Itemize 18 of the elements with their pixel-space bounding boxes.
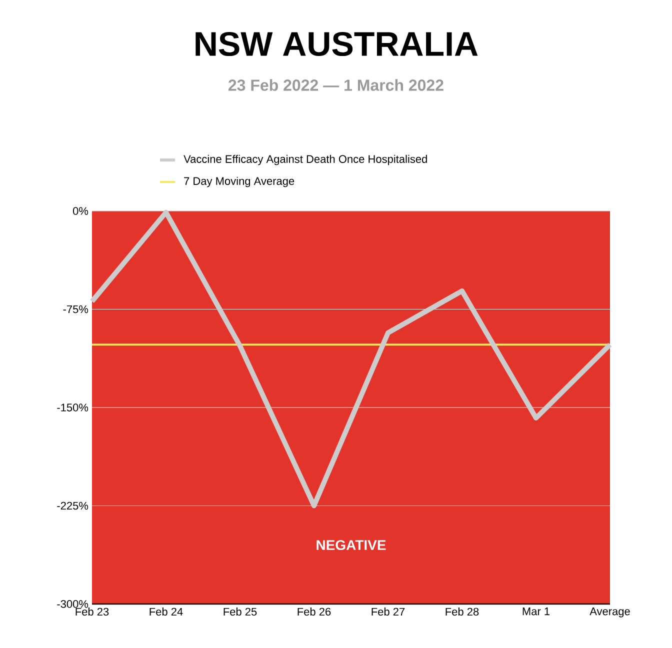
x-tick-label: Feb 24 (150, 608, 183, 616)
y-tick-label: -300% (57, 600, 88, 608)
x-tick-label: Average (590, 608, 630, 618)
y-tick-label: -150% (57, 404, 88, 412)
chart-title: NSW AUSTRALIA (196, 32, 478, 56)
x-tick-label: Feb 23 (76, 608, 109, 616)
legend-label: 7 Day Moving Average (184, 176, 294, 188)
chart-subtitle: 23 Feb 2022 — 1 March 2022 (228, 79, 444, 91)
x-tick-label: Feb 25 (224, 608, 257, 616)
y-tick-label: -225% (57, 502, 88, 510)
x-tick-label: Feb 27 (372, 608, 405, 616)
x-tick-label: Feb 26 (298, 608, 331, 616)
y-tick-label: 0% (72, 207, 88, 215)
y-tick-label: -75% (63, 305, 88, 314)
band-label: NEGATIVE (316, 540, 386, 550)
x-tick-label: Mar 1 (522, 608, 550, 616)
legend-label: Vaccine Efficacy Against Death Once Hospitalised (184, 154, 427, 166)
x-tick-label: Feb 28 (446, 608, 479, 616)
